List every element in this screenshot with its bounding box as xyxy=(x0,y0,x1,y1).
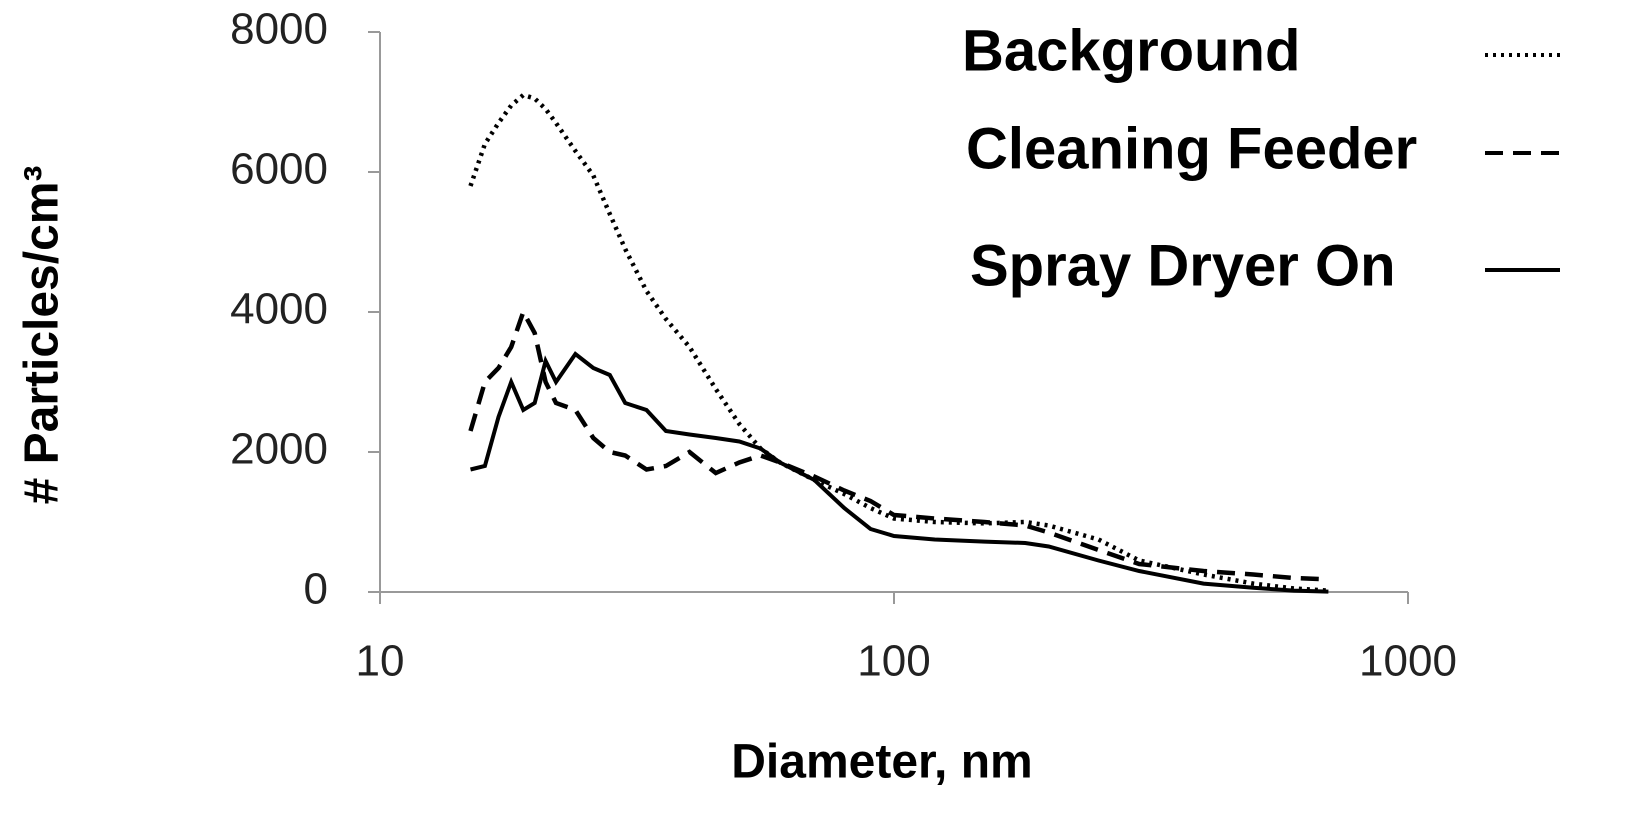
y-axis-label: # Particles/cm³ xyxy=(16,166,69,505)
x-tick-label: 100 xyxy=(857,637,930,686)
legend-label: Cleaning Feeder xyxy=(966,116,1417,181)
series-line xyxy=(468,306,1329,582)
x-tick-label: 10 xyxy=(356,637,405,686)
y-tick-label: 6000 xyxy=(230,145,328,194)
y-tick-label: 2000 xyxy=(230,425,328,474)
y-tick-label: 0 xyxy=(304,565,328,614)
y-tick-label: 4000 xyxy=(230,285,328,334)
legend-label: Background xyxy=(962,18,1300,83)
legend-label: Spray Dryer On xyxy=(970,233,1396,298)
series-line xyxy=(470,351,1329,594)
series-line xyxy=(468,92,1329,593)
x-axis-label: Diameter, nm xyxy=(731,736,1032,789)
x-tick-label: 1000 xyxy=(1359,637,1457,686)
y-tick-label: 8000 xyxy=(230,5,328,54)
